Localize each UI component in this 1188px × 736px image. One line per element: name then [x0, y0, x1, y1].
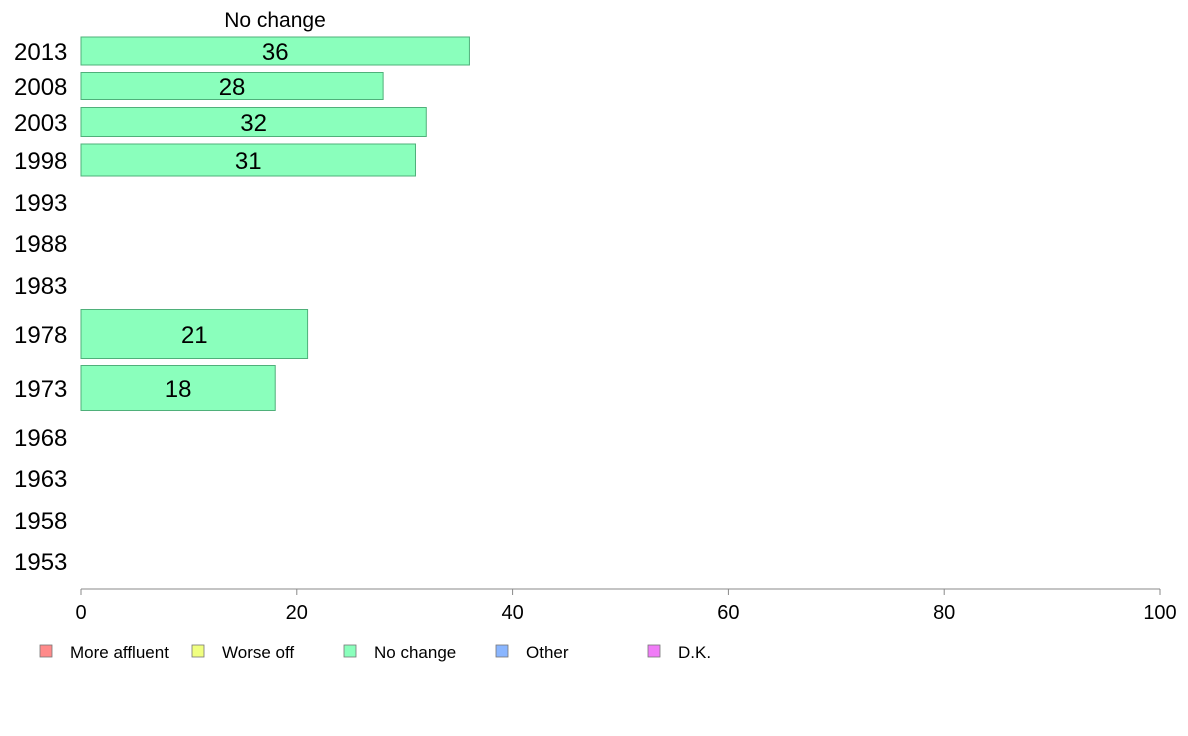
- x-tick-label-60: 60: [717, 602, 739, 624]
- year-label-1958: 1958: [14, 508, 67, 535]
- legend-swatch-d-k: [647, 644, 661, 658]
- year-label-1973: 1973: [14, 376, 67, 403]
- year-label-1953: 1953: [14, 549, 67, 576]
- legend-swatch-no-change: [343, 644, 357, 658]
- legend-label-d-k: D.K.: [678, 643, 711, 662]
- bar-value-label-2013: 36: [262, 39, 289, 66]
- bar-1998: [80, 143, 416, 177]
- legend-swatch-other: [495, 644, 509, 658]
- year-label-1968: 1968: [14, 425, 67, 452]
- x-tick-label-0: 0: [75, 602, 86, 624]
- x-tick-label-100: 100: [1143, 602, 1176, 624]
- year-label-1993: 1993: [14, 190, 67, 217]
- bar-value-label-1998: 31: [235, 148, 262, 175]
- bar-2008: [80, 72, 384, 100]
- bar-value-label-2003: 32: [240, 110, 267, 137]
- legend-label-more-affluent: More affluent: [70, 643, 169, 662]
- legend-label-worse-off: Worse off: [222, 643, 294, 662]
- year-label-1963: 1963: [14, 466, 67, 493]
- bar-value-label-1973: 18: [165, 376, 192, 403]
- column-header: No change: [224, 9, 326, 32]
- bar-2003: [80, 107, 427, 137]
- year-label-1988: 1988: [14, 231, 67, 258]
- x-tick-label-80: 80: [933, 602, 955, 624]
- legend-label-other: Other: [526, 643, 569, 662]
- bar-value-label-1978: 21: [181, 322, 208, 349]
- legend-swatch-worse-off: [191, 644, 205, 658]
- year-label-1998: 1998: [14, 148, 67, 175]
- legend-swatch-more-affluent: [39, 644, 53, 658]
- year-label-1978: 1978: [14, 322, 67, 349]
- bar-1973: [80, 365, 276, 411]
- year-label-2008: 2008: [14, 74, 67, 101]
- bar-2013: [80, 36, 470, 66]
- x-tick-label-40: 40: [501, 602, 523, 624]
- year-label-1983: 1983: [14, 273, 67, 300]
- bar-value-label-2008: 28: [219, 74, 246, 101]
- bar-1978: [80, 309, 309, 359]
- x-tick-label-20: 20: [286, 602, 308, 624]
- year-label-2003: 2003: [14, 110, 67, 137]
- legend-label-no-change: No change: [374, 643, 456, 662]
- year-label-2013: 2013: [14, 39, 67, 66]
